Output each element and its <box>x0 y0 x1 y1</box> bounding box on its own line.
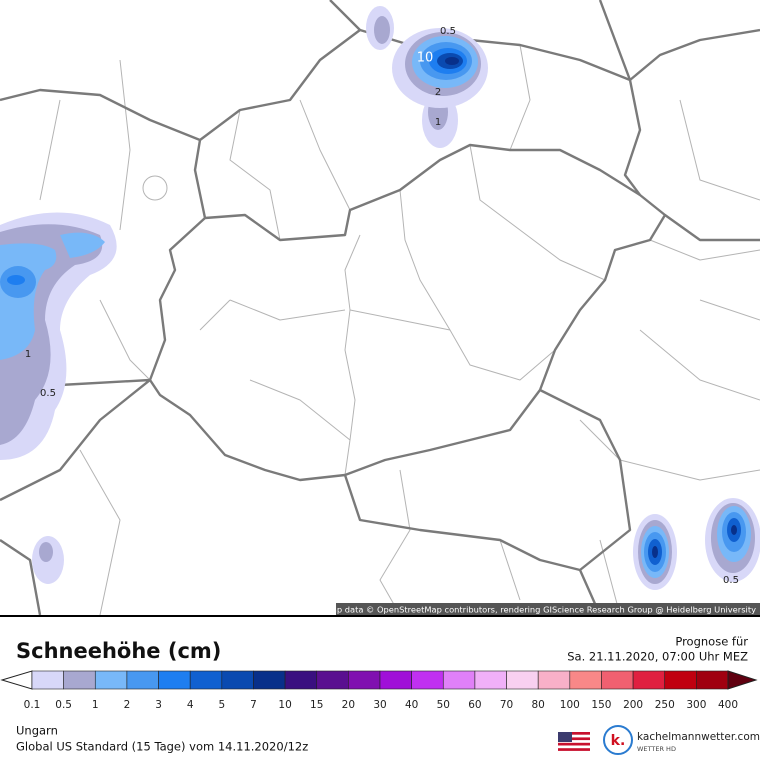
border <box>0 0 760 142</box>
county-line <box>379 419 760 616</box>
colorbar-swatch <box>126 670 159 690</box>
colorbar-swatch <box>411 670 444 690</box>
forecast-label: Prognose für <box>675 635 748 649</box>
snow-field <box>0 232 105 360</box>
colorbar-swatch <box>31 670 64 690</box>
logo-ring <box>603 725 633 755</box>
colorbar-label: 0.1 <box>24 699 41 711</box>
logo: k. <box>611 733 626 749</box>
county-line <box>399 189 451 331</box>
colorbar-label: 100 <box>560 699 580 711</box>
colorbar-label: 0.5 <box>55 699 72 711</box>
flag-stripe <box>558 732 590 735</box>
colorbar-swatch <box>348 670 381 690</box>
county-line <box>639 99 760 401</box>
colorbar-label: 50 <box>437 699 450 711</box>
colorbar-label: 3 <box>155 699 162 711</box>
flag-stripe <box>558 737 590 741</box>
brand: kachelmannwetter.com <box>637 731 760 743</box>
footer: Schneehöhe (cm) Prognose für Sa. 21.11.2… <box>0 635 760 755</box>
colorbar: 0.1 0.5 1 2 3 4 5 7 10 15 20 30 40 50 60 70 80 100 150 200 2… <box>24 670 758 711</box>
contour-label: 0.5 <box>440 26 456 37</box>
colorbar-label: 200 <box>623 699 643 711</box>
flag-stripe <box>558 742 590 746</box>
colorbar-swatch <box>284 670 318 690</box>
colorbar-label: 7 <box>250 699 257 711</box>
model-run: Global US Standard (15 Tage) vom 14.11.2… <box>16 740 308 754</box>
colorbar-swatch <box>537 670 571 690</box>
colorbar-label: 40 <box>405 699 418 711</box>
colorbar-label: 300 <box>686 699 706 711</box>
border <box>0 214 760 572</box>
colorbar-label: 5 <box>218 699 225 711</box>
colorbar-swatch <box>63 670 96 690</box>
colorbar-label: 30 <box>373 699 386 711</box>
colorbar-swatch <box>442 670 476 690</box>
colorbar-swatch <box>221 670 254 690</box>
brand-sub: WETTER HD <box>637 745 676 753</box>
colorbar-swatch <box>601 670 634 690</box>
contour-label: 0.5 <box>40 388 56 399</box>
contour-labels: 0.5 10 2 1 1 0.5 0.5 <box>25 26 739 586</box>
colorbar-swatch <box>696 670 729 690</box>
colorbar-swatch <box>189 670 223 690</box>
county-line <box>199 299 351 441</box>
colorbar-high-arrow <box>727 670 758 690</box>
colorbar-swatch <box>253 670 286 690</box>
snow-field <box>652 546 658 558</box>
colorbar-label: 15 <box>310 699 323 711</box>
colorbar-label: 60 <box>468 699 481 711</box>
colorbar-label: 4 <box>187 699 194 711</box>
map: 0.5 10 2 1 1 0.5 0.5 Map data © OpenStreetMap … <box>0 0 760 617</box>
attribution: Map data © OpenStreetMap contributors, r… <box>325 605 757 615</box>
county-line <box>229 44 531 241</box>
county-line <box>469 144 606 281</box>
snow-field <box>374 16 390 44</box>
flag-canton <box>558 732 572 742</box>
colorbar-swatch <box>506 670 539 690</box>
attribution-bar <box>336 603 760 615</box>
snow-fields <box>0 6 760 590</box>
snow-field <box>7 275 25 285</box>
colorbar-swatch <box>94 670 128 690</box>
colorbar-swatch <box>664 670 697 690</box>
colorbar-label: 70 <box>500 699 513 711</box>
colorbar-swatch <box>316 670 349 690</box>
colorbar-label: 400 <box>718 699 738 711</box>
hungary-border <box>148 143 667 482</box>
county-lines <box>39 44 760 616</box>
colorbar-low-arrow <box>0 670 33 690</box>
colorbar-label: 2 <box>124 699 131 711</box>
county-line <box>349 309 556 381</box>
contour-label: 1 <box>435 117 441 128</box>
contour-label: 1 <box>25 349 31 360</box>
legend-title: Schneehöhe (cm) <box>16 639 221 663</box>
snow-field <box>445 57 459 65</box>
region: Ungarn <box>16 724 58 738</box>
colorbar-swatch <box>474 670 507 690</box>
colorbar-label: 250 <box>655 699 675 711</box>
colorbar-label: 10 <box>278 699 291 711</box>
colorbar-swatch <box>632 670 666 690</box>
forecast-time: Sa. 21.11.2020, 07:00 Uhr MEZ <box>567 650 748 664</box>
colorbar-label: 20 <box>342 699 355 711</box>
us-flag <box>558 732 590 751</box>
contour-label: 10 <box>417 51 434 66</box>
county-line <box>39 59 151 616</box>
colorbar-swatch <box>158 670 191 690</box>
colorbar-label: 80 <box>531 699 544 711</box>
colorbar-label: 150 <box>591 699 611 711</box>
contour-label: 0.5 <box>723 575 739 586</box>
colorbar-label: 1 <box>92 699 99 711</box>
colorbar-swatch <box>569 670 602 690</box>
snow-field <box>39 542 53 562</box>
snow-field <box>731 525 737 535</box>
contour-label: 2 <box>435 87 441 98</box>
colorbar-swatch <box>379 670 412 690</box>
county-line <box>142 175 168 201</box>
flag-stripe <box>558 748 590 751</box>
